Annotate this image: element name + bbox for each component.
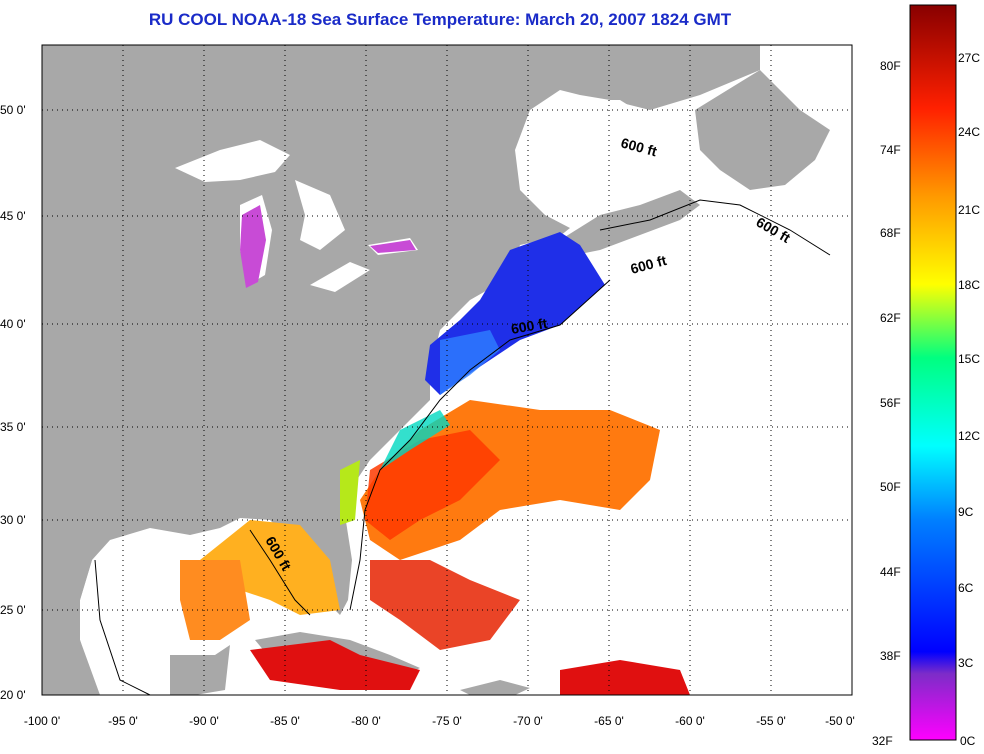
colorbar-f-label: 56F	[880, 396, 901, 410]
lon-tick-label: -50 0'	[825, 714, 855, 728]
lon-tick-label: -95 0'	[108, 714, 138, 728]
colorbar-f-label: 80F	[880, 59, 901, 73]
colorbar-f-label: 62F	[880, 311, 901, 325]
colorbar-f-label: 68F	[880, 226, 901, 240]
sst-south-east	[560, 660, 690, 695]
sst-carolina-green	[340, 460, 360, 525]
land-hispaniola	[460, 680, 530, 695]
contour-label: 600 ft	[510, 315, 549, 337]
grid-lines	[42, 45, 852, 695]
sst-lake-michigan	[240, 205, 266, 288]
lake-superior	[175, 140, 290, 182]
colorbar-fahrenheit-labels: 80F 74F 68F 62F 56F 50F 44F 38F 32F	[872, 59, 901, 748]
sst-lake-ontario	[370, 240, 416, 253]
land-north-east-canada	[560, 45, 760, 110]
sst-gulf-west	[180, 560, 250, 640]
colorbar-c-label: 3C	[958, 656, 974, 670]
colorbar-celsius-labels: 27C 24C 21C 18C 15C 12C 9C 6C 3C 0C	[958, 51, 980, 748]
contour-600ft-gulf	[249, 529, 311, 616]
lat-tick-label: 45 0'	[0, 209, 26, 223]
land-newfoundland	[695, 70, 830, 190]
colorbar-f-label: 38F	[880, 649, 901, 663]
lon-tick-label: -60 0'	[675, 714, 705, 728]
lat-tick-label: 25 0'	[0, 603, 26, 617]
sst-cold-band	[440, 330, 500, 395]
colorbar-gradient	[909, 4, 957, 741]
longitude-axis: -100 0' -95 0' -90 0' -85 0' -80 0' -75 …	[24, 714, 855, 728]
lat-tick-label: 20 0'	[0, 688, 26, 702]
colorbar-c-label: 27C	[958, 51, 980, 65]
lat-tick-label: 30 0'	[0, 513, 26, 527]
sst-gulf-of-mexico	[200, 520, 340, 615]
lat-tick-label: 40 0'	[0, 317, 26, 331]
colorbar-c-label: 12C	[958, 429, 980, 443]
lon-tick-label: -100 0'	[24, 714, 60, 728]
lat-tick-label: 35 0'	[0, 420, 26, 434]
lon-tick-label: -85 0'	[270, 714, 300, 728]
map-title: RU COOL NOAA-18 Sea Surface Temperature:…	[148, 10, 732, 29]
colorbar-c-label: 18C	[958, 278, 980, 292]
colorbar-f-label: 44F	[880, 565, 901, 579]
colorbar-c-label: 9C	[958, 505, 974, 519]
colorbar-c-label: 15C	[958, 352, 980, 366]
lake-huron	[295, 180, 345, 250]
contour-600ft-canada	[599, 199, 831, 256]
land-mexico	[42, 560, 100, 695]
latitude-axis: 50 0' 45 0' 40 0' 35 0' 30 0' 25 0' 20 0…	[0, 103, 26, 702]
colorbar-c-label: 0C	[960, 734, 976, 748]
colorbar-c-label: 24C	[958, 125, 980, 139]
colorbar-f-label: 74F	[880, 143, 901, 157]
land-nova-scotia	[560, 190, 700, 255]
colorbar-c-label: 21C	[958, 203, 980, 217]
lon-tick-label: -65 0'	[594, 714, 624, 728]
colorbar-f-label: 32F	[872, 734, 893, 748]
lon-tick-label: -90 0'	[189, 714, 219, 728]
lon-tick-label: -70 0'	[513, 714, 543, 728]
lake-erie	[310, 262, 370, 292]
land-north-america	[42, 45, 570, 695]
lon-tick-label: -80 0'	[351, 714, 381, 728]
lat-tick-label: 50 0'	[0, 103, 26, 117]
land-yucatan	[170, 645, 230, 695]
sst-caribbean	[250, 640, 420, 690]
contour-600ft-gulf-west	[94, 559, 151, 695]
colorbar-c-label: 6C	[958, 581, 974, 595]
lon-tick-label: -55 0'	[756, 714, 786, 728]
sst-bahamas	[370, 560, 520, 650]
colorbar-f-label: 50F	[880, 480, 901, 494]
sst-shelf-cool	[380, 410, 450, 470]
colorbar: 80F 74F 68F 62F 56F 50F 44F 38F 32F 27C …	[872, 4, 980, 748]
lon-tick-label: -75 0'	[432, 714, 462, 728]
gulf-st-lawrence	[560, 100, 690, 200]
contour-600ft-shelf	[349, 279, 611, 611]
plot-frame	[41, 44, 853, 696]
